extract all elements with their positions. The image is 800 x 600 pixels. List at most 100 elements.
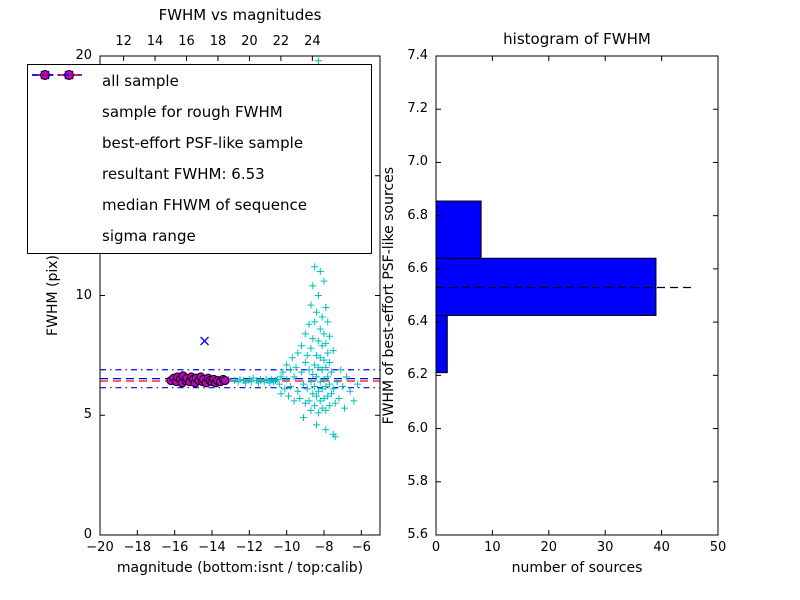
legend-label: sample for rough FWHM: [102, 102, 283, 121]
scatter-point-plus: [318, 366, 326, 374]
scatter-point-plus: [311, 318, 319, 326]
scatter-point-plus: [242, 379, 250, 387]
x-tick-label: 10: [484, 540, 501, 555]
left-plot-xlabel: magnitude (bottom:isnt / top:calib): [116, 560, 364, 576]
scatter-point-plus: [283, 361, 291, 369]
dashdot-line-icon: [32, 74, 94, 246]
scatter-point-plus: [324, 318, 332, 326]
histogram-bar: [435, 257, 657, 316]
legend-item-resultant-fwhm: resultant FWHM: 6.53: [28, 74, 371, 189]
scatter-point-plus: [316, 325, 324, 333]
right-plot-xlabel: number of sources: [511, 560, 643, 576]
scatter-point-plus: [337, 366, 345, 374]
y-tick-label: 10: [75, 287, 92, 303]
scatter-point-plus: [346, 387, 354, 395]
scatter-point-plus: [320, 375, 328, 383]
scatter-point-x: [200, 336, 209, 346]
y-tick-label: 6.8: [407, 207, 428, 223]
scatter-point-plus: [329, 347, 337, 355]
scatter-point-plus: [292, 363, 300, 371]
scatter-point-plus: [318, 404, 326, 412]
scatter-point-plus: [281, 385, 289, 393]
scatter-point-plus: [247, 378, 255, 386]
x-tick-label: −20: [86, 540, 114, 555]
y-tick-label: 7.4: [407, 48, 428, 63]
scatter-point-plus: [299, 380, 307, 388]
x-tick-label: −6: [351, 540, 371, 555]
y-tick-label: 5: [83, 407, 92, 423]
x-tick-label: −14: [198, 540, 226, 555]
legend-marker-canvas: [32, 74, 82, 76]
scatter-point-plus: [301, 359, 309, 367]
scatter-point-plus: [316, 378, 324, 386]
scatter-point-plus: [298, 368, 306, 376]
scatter-point-plus: [314, 409, 322, 417]
top-tick-label: 16: [178, 34, 195, 49]
x-tick-label: 0: [431, 540, 441, 555]
x-tick-label: −10: [272, 540, 301, 555]
scatter-point-plus: [314, 57, 322, 65]
x-tick-label: −16: [160, 540, 189, 555]
right-plot-title: histogram of FWHM: [503, 30, 651, 48]
scatter-point-plus: [322, 339, 330, 347]
scatter-point-plus: [303, 351, 311, 359]
scatter-point-plus: [322, 383, 330, 391]
scatter-point-plus: [277, 390, 285, 398]
scatter-point-plus: [286, 383, 294, 391]
x-tick-label: −18: [123, 540, 152, 555]
scatter-point-plus: [320, 330, 328, 338]
y-tick-label: 7.2: [407, 101, 428, 117]
scatter-point-plus: [311, 263, 319, 271]
scatter-point-plus: [326, 402, 334, 410]
scatter-point-plus: [313, 373, 321, 381]
left-plot-title: FWHM vs magnitudes: [158, 6, 322, 24]
legend-item-psf-sample: best-effort PSF-like sample: [28, 70, 371, 158]
dashed-line-icon: [32, 74, 94, 184]
scatter-point-plus: [307, 378, 315, 386]
scatter-point-plus: [322, 303, 330, 311]
x-tick-label: −8: [314, 540, 334, 555]
scatter-point-plus: [322, 426, 330, 434]
x-tick-label: 40: [653, 540, 670, 555]
legend-label: sigma range: [102, 226, 196, 245]
x-tick-label: 50: [709, 540, 727, 555]
scatter-point-plus: [327, 390, 335, 398]
dashed-line-icon: [32, 74, 94, 215]
scatter-point-plus: [326, 359, 334, 367]
y-tick-label: 6.4: [407, 314, 428, 330]
scatter-point-plus: [331, 433, 339, 441]
scatter-point-plus: [350, 397, 358, 405]
scatter-point-plus: [341, 404, 349, 412]
circle-marker-icon: [36, 70, 94, 153]
scatter-point-plus: [255, 379, 263, 387]
scatter-point-plus: [309, 371, 317, 379]
y-tick-label: 6.0: [407, 420, 428, 436]
top-tick-label: 14: [146, 34, 164, 49]
scatter-point-plus: [311, 402, 319, 410]
scatter-point-circle: [220, 376, 230, 386]
scatter-point-plus: [324, 349, 332, 357]
scatter-point-plus: [342, 373, 350, 381]
y-tick-label: 5.6: [407, 527, 428, 542]
scatter-point-plus: [320, 277, 328, 285]
scatter-point-plus: [249, 374, 257, 382]
top-tick-label: 18: [209, 34, 227, 49]
legend: all sample sample for rough FWHM best-ef…: [27, 64, 372, 254]
y-tick-label: 5.8: [407, 473, 428, 489]
scatter-point-plus: [275, 380, 283, 388]
scatter-point-plus: [236, 375, 244, 383]
right-plot: [435, 55, 719, 536]
scatter-point-plus: [318, 385, 326, 393]
x-tick-label: 20: [540, 540, 558, 555]
legend-label: all sample: [102, 71, 179, 90]
scatter-point-plus: [314, 387, 322, 395]
scatter-point-plus: [335, 394, 343, 402]
scatter-point-plus: [324, 373, 332, 381]
scatter-point-plus: [290, 373, 298, 381]
scatter-point-plus: [299, 414, 307, 422]
scatter-point-plus: [313, 308, 321, 316]
scatter-point-plus: [326, 332, 334, 340]
legend-item-sigma-range: sigma range: [28, 74, 371, 251]
scatter-point-plus: [311, 361, 319, 369]
x-marker-icon: [36, 70, 94, 122]
